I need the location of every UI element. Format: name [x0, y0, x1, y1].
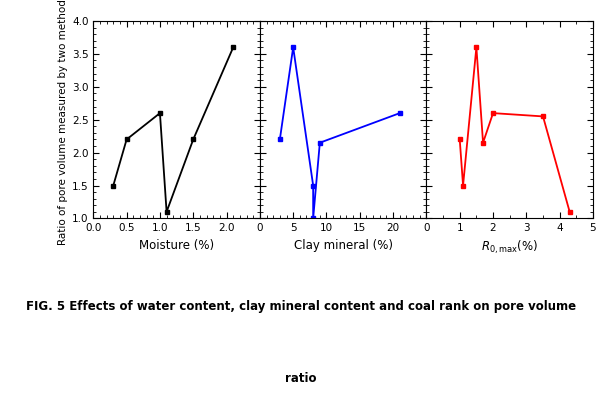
X-axis label: $R_{0,\mathrm{max}}$(%) : $R_{0,\mathrm{max}}$(%) [480, 239, 539, 256]
Y-axis label: Ratio of pore volume measured by two methods: Ratio of pore volume measured by two met… [58, 0, 67, 245]
Text: ratio: ratio [285, 372, 317, 384]
X-axis label: Moisture (%): Moisture (%) [139, 239, 214, 252]
Text: FIG. 5 Effects of water content, clay mineral content and coal rank on pore volu: FIG. 5 Effects of water content, clay mi… [26, 300, 576, 313]
X-axis label: Clay mineral (%): Clay mineral (%) [294, 239, 393, 252]
